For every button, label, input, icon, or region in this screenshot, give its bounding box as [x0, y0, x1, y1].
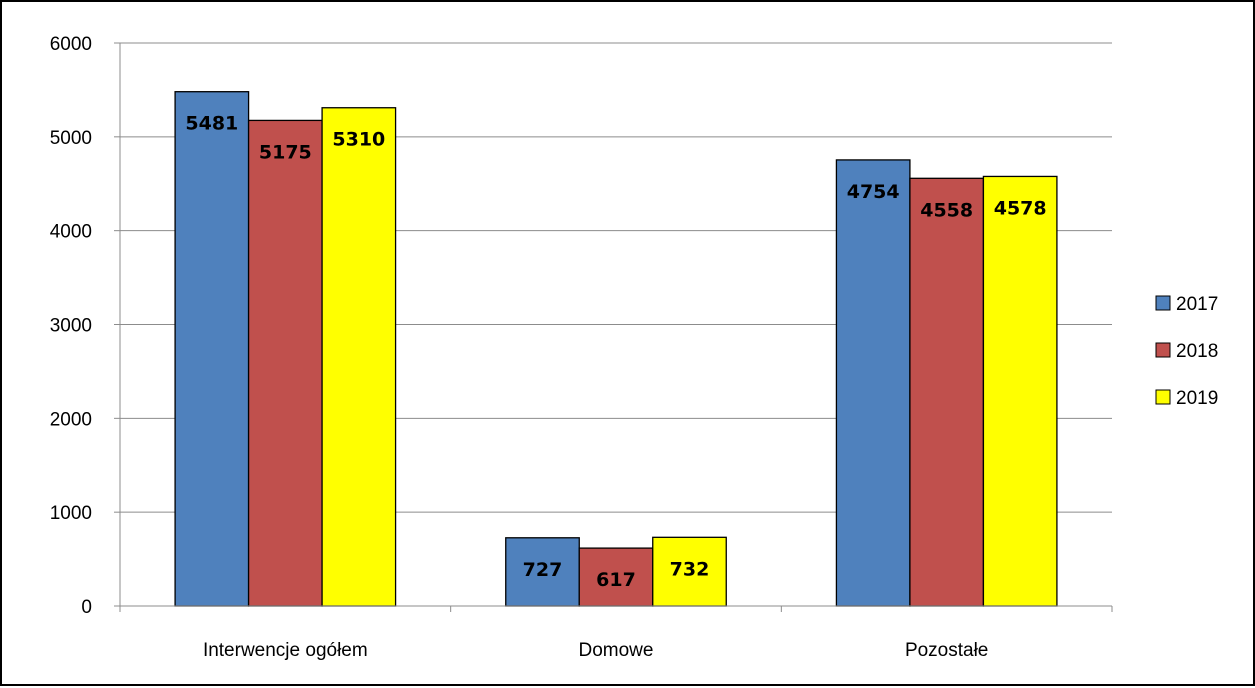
legend-label-2019: 2019	[1176, 388, 1218, 409]
data-label: 5310	[332, 129, 385, 151]
legend-label-2017: 2017	[1176, 294, 1218, 315]
bar-2018-3	[909, 177, 985, 607]
bar-2017-1	[174, 91, 250, 607]
bar-2017-3	[835, 159, 911, 607]
data-label: 5481	[185, 113, 238, 135]
legend: 2017 2018 2019	[1155, 294, 1218, 409]
legend-swatch-2018	[1155, 342, 1171, 358]
y-tick-label: 5000	[50, 128, 92, 149]
data-label: 4578	[994, 197, 1047, 219]
y-tick-label: 0	[81, 597, 92, 618]
data-labels: 5481 5175 5310 727 617 732 4754 4558 4578	[185, 113, 1046, 591]
data-label: 727	[523, 559, 563, 581]
x-category-label: Domowe	[579, 640, 654, 661]
y-tick-label: 2000	[50, 409, 92, 430]
bars	[174, 91, 1058, 607]
y-tick-label: 1000	[50, 503, 92, 524]
y-tick-label: 6000	[50, 34, 92, 55]
bar-2019-3	[982, 175, 1058, 607]
y-tick-label: 4000	[50, 222, 92, 243]
bar-2019-2	[652, 536, 727, 607]
legend-swatch-2019	[1155, 389, 1171, 405]
axes: 0 1000 2000 3000 4000 5000 6000 Interwencje ogó…	[50, 34, 1113, 661]
data-label: 732	[670, 558, 710, 580]
data-label: 5175	[259, 141, 312, 163]
data-label: 617	[596, 569, 636, 591]
data-label: 4754	[847, 181, 900, 203]
bar-2018-1	[247, 119, 323, 607]
legend-label-2018: 2018	[1176, 341, 1218, 362]
y-tick-label: 3000	[50, 316, 92, 337]
bar-2019-1	[321, 107, 397, 607]
x-category-label: Interwencje ogółem	[203, 640, 368, 661]
data-label: 4558	[920, 199, 973, 221]
x-category-label: Pozostałe	[905, 640, 988, 661]
legend-swatch-2017	[1155, 295, 1171, 311]
